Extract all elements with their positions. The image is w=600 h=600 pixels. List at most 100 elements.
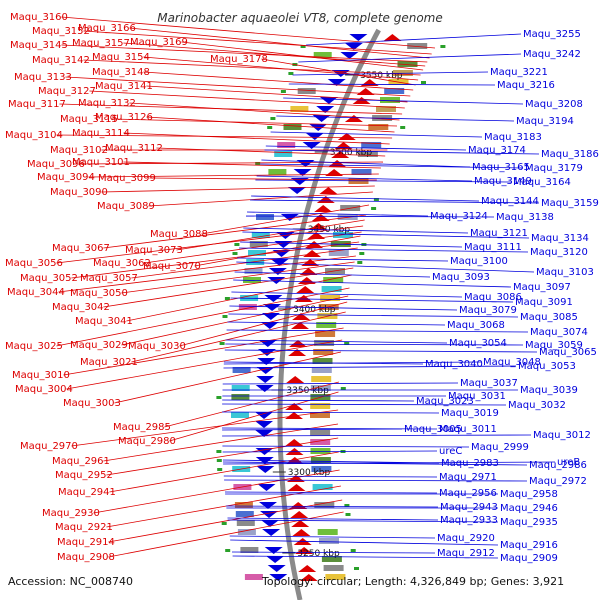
feature-dot: [267, 126, 273, 129]
right-label-connector: [228, 313, 519, 318]
feature-block: [310, 385, 331, 391]
reverse-gene-arrow: [258, 349, 276, 356]
forward-gene-arrow: [328, 160, 347, 167]
left-gene-label: Maqu_3003: [63, 398, 121, 409]
reverse-gene-arrow: [327, 79, 346, 86]
feature-block: [248, 250, 266, 256]
feature-dot: [221, 522, 227, 525]
feature-block: [310, 412, 330, 418]
reverse-gene-arrow: [255, 412, 273, 419]
left-gene-label: Maqu_2921: [55, 522, 113, 533]
feature-block: [297, 88, 316, 94]
left-label-connector: [123, 161, 381, 169]
forward-gene-arrow: [311, 214, 330, 221]
feature-block: [310, 403, 331, 409]
left-label-connector: [103, 423, 339, 462]
right-label-connector: [222, 461, 528, 466]
feature-block: [234, 502, 253, 508]
left-gene-label: Maqu_2985: [113, 422, 171, 433]
left-label-connector: [194, 235, 361, 267]
feature-dot: [216, 459, 222, 462]
feature-dot: [371, 207, 377, 210]
right-label-connector: [288, 83, 496, 86]
feature-dot: [280, 90, 286, 93]
reverse-gene-arrow: [256, 367, 275, 374]
left-label-connector: [129, 27, 430, 59]
feature-block: [380, 97, 400, 103]
reverse-gene-arrow: [267, 277, 286, 284]
right-gene-label: Maqu_3111: [464, 242, 522, 253]
reverse-gene-arrow: [269, 574, 288, 581]
right-label-connector: [236, 261, 535, 273]
genome-stats-text: Topology: circular; Length: 4,326,849 bp…: [261, 575, 564, 588]
left-label-connector: [66, 339, 343, 390]
feature-dot: [421, 81, 426, 84]
feature-block: [321, 286, 342, 292]
forward-gene-arrow: [325, 169, 344, 176]
right-label-connector: [251, 195, 480, 202]
right-label-connector: [227, 321, 446, 326]
feature-block: [311, 376, 332, 382]
reverse-gene-arrow: [293, 169, 312, 176]
left-gene-label: Maqu_3070: [143, 261, 201, 272]
right-label-connector: [224, 479, 528, 482]
feature-dot: [359, 252, 365, 255]
left-gene-label: Maqu_3073: [125, 245, 183, 256]
feature-block: [237, 529, 256, 535]
right-gene-label: Maqu_2971: [439, 472, 497, 483]
left-gene-label: Maqu_2941: [58, 487, 116, 498]
right-gene-label: Maqu_2958: [500, 489, 558, 500]
right-gene-label: Maqu_3103: [536, 267, 594, 278]
feature-block: [268, 169, 287, 175]
left-gene-label: Maqu_3148: [92, 67, 150, 78]
reverse-gene-arrow: [266, 556, 285, 563]
forward-gene-arrow: [285, 403, 304, 410]
left-label-connector: [93, 469, 340, 514]
reverse-gene-arrow: [319, 97, 338, 104]
left-label-connector: [156, 147, 386, 157]
reverse-gene-arrow: [257, 484, 276, 491]
right-gene-label: Maqu_2920: [437, 533, 495, 544]
right-label-connector: [222, 403, 507, 406]
left-label-connector: [63, 327, 344, 376]
right-gene-label: Maqu_3097: [513, 282, 571, 293]
right-label-connector: [222, 450, 438, 453]
right-gene-label: Maqu_3039: [520, 385, 578, 396]
left-label-connector: [83, 59, 421, 76]
left-gene-label: Maqu_3096: [27, 159, 85, 170]
left-gene-label: Maqu_2980: [118, 436, 176, 447]
forward-gene-arrow: [296, 286, 315, 293]
right-gene-label: ureB: [557, 457, 580, 468]
feature-block: [323, 565, 344, 571]
right-gene-label: Maqu_3059: [525, 340, 583, 351]
right-label-connector: [231, 551, 436, 554]
right-gene-label: Maqu_2916: [500, 540, 558, 551]
left-label-connector: [108, 499, 343, 543]
left-gene-label: Maqu_2908: [57, 552, 115, 563]
feature-block: [274, 151, 293, 157]
right-gene-label: Maqu_3164: [513, 177, 571, 188]
left-gene-label: Maqu_3088: [150, 229, 208, 240]
left-gene-label: Maqu_3067: [52, 243, 110, 254]
reverse-gene-arrow: [316, 106, 335, 113]
left-gene-label: Maqu_3169: [130, 37, 188, 48]
feature-block: [243, 277, 261, 283]
feature-dot: [222, 315, 228, 318]
right-label-connector: [238, 247, 529, 253]
right-gene-label: Maqu_3242: [523, 49, 581, 60]
feature-block: [357, 151, 378, 157]
right-gene-label: Maqu_2946: [500, 503, 558, 514]
left-label-connector: [61, 16, 436, 49]
right-gene-label: Maqu_3186: [541, 149, 599, 160]
right-label-connector: [264, 149, 540, 155]
forward-gene-arrow: [383, 34, 402, 41]
right-label-connector: [270, 131, 483, 138]
left-gene-label: Maqu_3104: [5, 130, 63, 141]
left-label-connector: [131, 311, 346, 363]
label-connectors: [56, 16, 556, 559]
right-gene-label: Maqu_3093: [432, 272, 490, 283]
right-label-connector: [222, 399, 415, 402]
feature-block: [368, 124, 389, 130]
feature-block: [351, 169, 372, 175]
right-label-connector: [227, 517, 439, 521]
